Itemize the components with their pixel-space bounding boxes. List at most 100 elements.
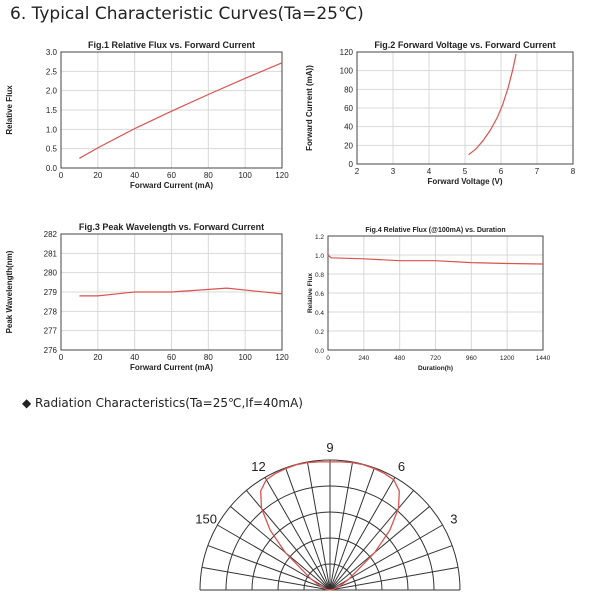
fig1-y-axis-label: Relative Flux: [5, 85, 14, 135]
fig3-series-line: [79, 287, 283, 297]
fig4-y-tick-label: 0.6: [315, 291, 324, 298]
fig4-y-tick-label: 1.2: [315, 234, 324, 241]
fig3-y-tick-label: 279: [44, 288, 58, 297]
page-heading: 6. Typical Characteristic Curves(Ta=25℃): [10, 4, 364, 24]
radiation-spoke: [329, 506, 430, 591]
radiation-spoke: [329, 467, 375, 591]
fig1-x-tick-label: 40: [130, 171, 139, 180]
radiation-spoke: [285, 467, 331, 591]
fig1-x-tick-label: 20: [93, 171, 102, 180]
radiation-series-line: [260, 461, 400, 591]
fig3-x-tick-label: 60: [167, 353, 176, 362]
fig4-series-line: [327, 254, 544, 265]
radiation-angle-label: 6: [398, 459, 405, 474]
fig3-y-tick-label: 280: [44, 269, 58, 278]
fig4-y-axis-label: Relative Flux: [307, 273, 314, 313]
fig2-y-tick-label: 40: [344, 123, 353, 132]
fig2-y-tick-label: 100: [340, 67, 354, 76]
fig2-x-tick-label: 3: [391, 167, 396, 176]
fig2-y-tick-label: 60: [344, 104, 353, 113]
fig2-forward-voltage-chart: Fig.2 Forward Voltage vs. Forward Curren…: [305, 40, 576, 186]
radiation-spoke: [230, 506, 331, 591]
fig3-title: Fig.3 Peak Wavelength vs. Forward Curren…: [79, 222, 264, 232]
fig2-y-tick-label: 120: [340, 48, 354, 57]
fig3-peak-wavelength-chart: Fig.3 Peak Wavelength vs. Forward Curren…: [5, 222, 289, 372]
fig3-x-tick-label: 120: [275, 353, 289, 362]
fig3-y-axis-label: Peak Wavelength(nm): [5, 250, 14, 333]
fig2-x-tick-label: 5: [463, 167, 468, 176]
fig1-y-tick-label: 2.0: [46, 87, 58, 96]
fig2-x-tick-label: 4: [427, 167, 432, 176]
fig2-title: Fig.2 Forward Voltage vs. Forward Curren…: [374, 40, 555, 50]
radiation-angle-label: 12: [251, 459, 265, 474]
fig4-x-tick-label: 960: [466, 355, 477, 362]
fig1-series-line: [79, 62, 283, 159]
fig1-y-tick-label: 2.5: [46, 67, 58, 76]
radiation-spoke: [246, 490, 331, 591]
fig1-relative-flux-chart: Fig.1 Relative Flux vs. Forward Current 0…: [5, 40, 289, 190]
fig3-x-tick-label: 40: [130, 353, 139, 362]
fig4-plot-frame: [327, 235, 544, 351]
radiation-spoke: [201, 566, 331, 591]
fig2-y-axis-label: Forward Current (mA)): [305, 65, 314, 151]
fig4-relative-flux-duration-chart: Fig.4 Relative Flux (@100mA) vs. Duratio…: [307, 227, 551, 372]
fig2-x-axis-label: Forward Voltage (V): [428, 177, 503, 186]
fig2-x-tick-label: 6: [499, 167, 504, 176]
fig2-plot-frame: [356, 51, 574, 165]
radiation-spoke: [329, 545, 453, 591]
radiation-angle-label: 3: [450, 512, 457, 527]
fig3-plot-frame: [60, 233, 283, 351]
fig4-y-tick-label: 0.2: [315, 329, 324, 336]
fig1-y-tick-label: 1.5: [46, 106, 58, 115]
fig1-plot-frame: [60, 51, 283, 169]
fig1-x-tick-label: 100: [238, 171, 252, 180]
fig2-x-tick-label: 2: [355, 167, 360, 176]
fig1-y-tick-label: 3.0: [46, 48, 58, 57]
fig4-x-tick-label: 1200: [500, 355, 515, 362]
radiation-spoke: [264, 477, 331, 591]
fig4-y-tick-label: 0.8: [315, 272, 324, 279]
radiation-heading: ◆ Radiation Characteristics(Ta=25℃,If=40…: [22, 396, 303, 410]
radiation-spoke: [306, 461, 331, 591]
fig3-x-axis-label: Forward Current (mA): [130, 363, 213, 372]
fig4-title: Fig.4 Relative Flux (@100mA) vs. Duratio…: [365, 227, 505, 234]
fig4-x-tick-label: 720: [430, 355, 441, 362]
fig1-y-tick-label: 1.0: [46, 125, 58, 134]
radiation-spoke: [329, 477, 396, 591]
fig1-y-tick-label: 0.5: [46, 145, 58, 154]
fig3-x-tick-label: 20: [93, 353, 102, 362]
fig3-x-tick-label: 0: [59, 353, 64, 362]
radiation-spoke: [329, 461, 354, 591]
fig2-x-tick-label: 8: [571, 167, 576, 176]
fig1-title: Fig.1 Relative Flux vs. Forward Current: [88, 40, 255, 50]
fig4-x-tick-label: 480: [394, 355, 405, 362]
fig2-y-tick-label: 80: [344, 85, 353, 94]
fig1-x-tick-label: 0: [59, 171, 64, 180]
fig3-y-tick-label: 277: [44, 327, 58, 336]
fig3-x-tick-label: 100: [238, 353, 252, 362]
fig2-series-line: [468, 53, 517, 156]
fig2-x-tick-label: 7: [535, 167, 540, 176]
fig3-x-tick-label: 80: [204, 353, 213, 362]
fig1-x-tick-label: 120: [275, 171, 289, 180]
fig1-y-tick-label: 0.0: [46, 164, 58, 173]
radiation-angle-label: 150: [195, 512, 217, 527]
radiation-polar-chart: 9 6 12 3 150: [195, 440, 461, 591]
radiation-spoke: [207, 545, 331, 591]
fig4-y-tick-label: 0.0: [315, 348, 324, 355]
fig4-x-tick-label: 0: [326, 355, 330, 362]
fig1-x-axis-label: Forward Current (mA): [130, 181, 213, 190]
fig2-y-tick-label: 0: [349, 160, 354, 169]
radiation-spoke: [329, 566, 459, 591]
fig4-y-tick-label: 0.4: [315, 310, 324, 317]
fig1-x-tick-label: 80: [204, 171, 213, 180]
fig3-y-tick-label: 278: [44, 307, 58, 316]
radiation-angle-label: 9: [326, 440, 333, 455]
fig3-y-tick-label: 281: [44, 249, 58, 258]
fig4-y-tick-label: 1.0: [315, 253, 324, 260]
fig4-x-tick-label: 240: [358, 355, 369, 362]
radiation-spoke: [329, 490, 414, 591]
fig1-x-tick-label: 60: [167, 171, 176, 180]
fig4-x-tick-label: 1440: [536, 355, 551, 362]
fig3-y-tick-label: 276: [44, 346, 58, 355]
